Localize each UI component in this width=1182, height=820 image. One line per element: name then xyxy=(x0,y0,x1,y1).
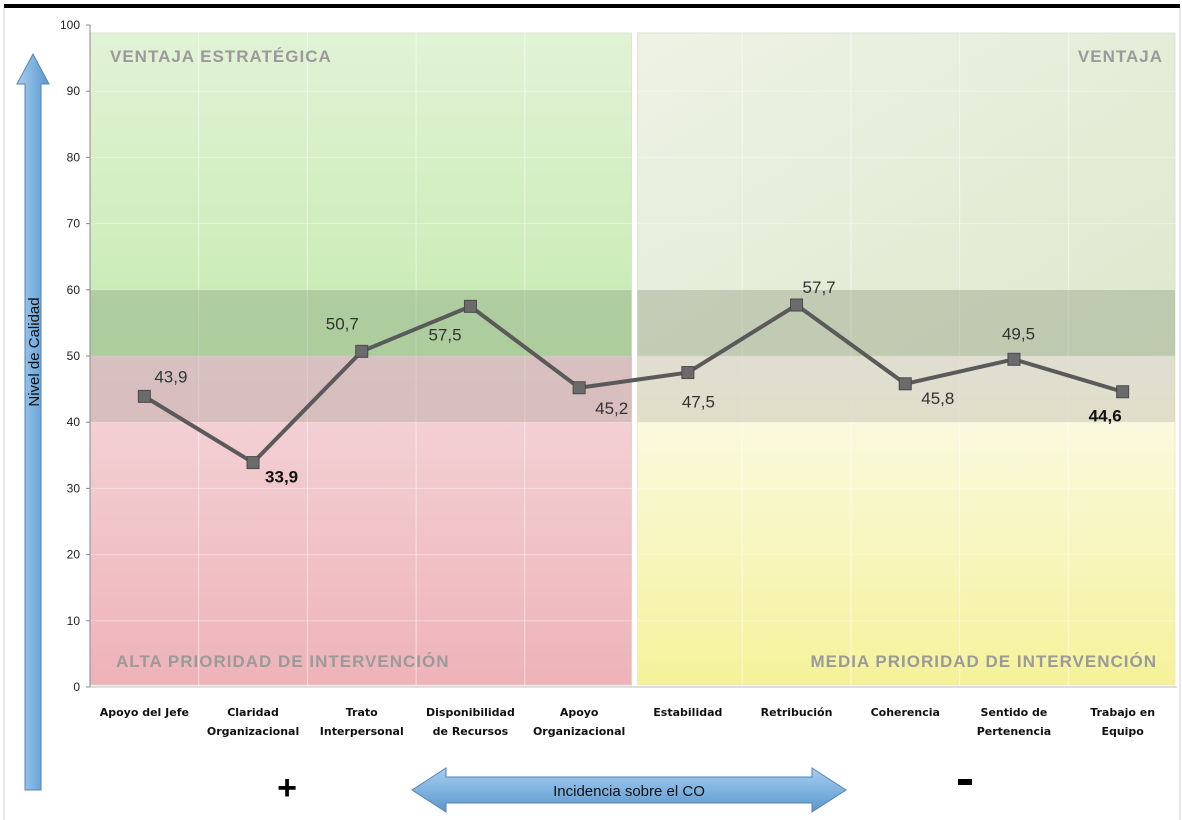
data-point-marker xyxy=(1116,385,1130,399)
y-tick-label: 90 xyxy=(67,84,81,98)
data-point-marker xyxy=(572,381,586,395)
quadrant-top-right xyxy=(637,32,1176,357)
data-point-marker xyxy=(681,366,695,380)
y-tick-label: 20 xyxy=(67,548,81,562)
y-tick-label: 40 xyxy=(67,415,81,429)
x-tick-label: Estabilidad xyxy=(653,706,722,719)
zone-label-top-left: VENTAJA ESTRATÉGICA xyxy=(110,47,332,66)
data-label: 47,5 xyxy=(682,393,715,412)
data-point-marker xyxy=(355,344,369,358)
x-tick-label: Equipo xyxy=(1101,725,1144,738)
series-line: 43,9 33,9 50,7 57,5 45,2 47,5 57,7 45,8 49,5 44,6 xyxy=(137,278,1130,487)
x-axis-categories: Apoyo del Jefe Claridad Organizacional Trat… xyxy=(100,706,1155,738)
data-label: 44,6 xyxy=(1089,407,1122,426)
y-axis: 0 10 20 30 40 50 60 70 80 90 100 xyxy=(60,18,1177,694)
y-tick-label: 50 xyxy=(67,349,81,363)
x-axis-arrow-icon xyxy=(411,767,847,813)
y-tick-label: 10 xyxy=(67,614,81,628)
y-tick-label: 70 xyxy=(67,217,81,231)
zone-label-bottom-right: MEDIA PRIORIDAD DE INTERVENCIÓN xyxy=(811,652,1157,671)
band-lower-left xyxy=(90,356,632,423)
x-axis-label: Incidencia sobre el CO xyxy=(553,783,705,800)
sign-minus xyxy=(958,779,972,785)
data-point-marker xyxy=(898,377,912,391)
data-label: 45,2 xyxy=(595,399,628,418)
y-axis-label: Nivel de Calidad xyxy=(26,297,43,406)
band-upper-right xyxy=(637,289,1175,356)
y-tick-label: 100 xyxy=(60,18,80,32)
x-tick-label: Interpersonal xyxy=(320,725,404,738)
data-label: 57,5 xyxy=(428,325,461,344)
data-label: 49,5 xyxy=(1002,324,1035,343)
y-axis-arrow-icon xyxy=(16,52,50,791)
data-label: 43,9 xyxy=(154,367,187,386)
zone-label-top-right: VENTAJA xyxy=(1078,47,1163,66)
x-tick-label: Claridad xyxy=(227,706,279,719)
zone-label-bottom-left: ALTA PRIORIDAD DE INTERVENCIÓN xyxy=(116,652,450,671)
x-tick-label: Organizacional xyxy=(207,725,299,738)
x-tick-label: Retribución xyxy=(761,706,833,719)
x-tick-label: Organizacional xyxy=(533,725,625,738)
y-tick-label: 80 xyxy=(67,150,81,164)
frame-top-border xyxy=(4,4,1180,8)
data-label: 33,9 xyxy=(265,468,298,487)
data-point-marker xyxy=(246,456,260,470)
data-point-marker xyxy=(790,298,804,312)
x-tick-label: Trabajo en xyxy=(1090,706,1155,719)
x-tick-label: Pertenencia xyxy=(977,725,1052,738)
x-tick-label: Apoyo xyxy=(560,706,599,719)
x-tick-label: Trato xyxy=(346,706,378,719)
y-tick-label: 60 xyxy=(67,283,81,297)
data-label: 57,7 xyxy=(803,278,836,297)
quadrant-bottom-right xyxy=(637,355,1176,686)
y-tick-label: 30 xyxy=(67,481,81,495)
x-tick-label: Sentido de xyxy=(981,706,1048,719)
data-point-marker xyxy=(463,299,477,313)
y-tick-label: 0 xyxy=(73,680,80,694)
x-tick-label: de Recursos xyxy=(433,725,509,738)
series-polyline xyxy=(143,303,1124,465)
data-point-marker xyxy=(1007,352,1021,366)
data-label: 45,8 xyxy=(921,389,954,408)
sign-plus: + xyxy=(277,769,297,807)
x-tick-label: Apoyo del Jefe xyxy=(100,706,189,719)
data-point-marker xyxy=(137,389,151,403)
quadrant-bottom-left xyxy=(89,355,632,686)
data-label: 50,7 xyxy=(326,314,359,333)
x-tick-label: Coherencia xyxy=(871,706,940,719)
quadrant-backgrounds xyxy=(89,32,1176,686)
x-tick-label: Disponibilidad xyxy=(426,706,515,719)
